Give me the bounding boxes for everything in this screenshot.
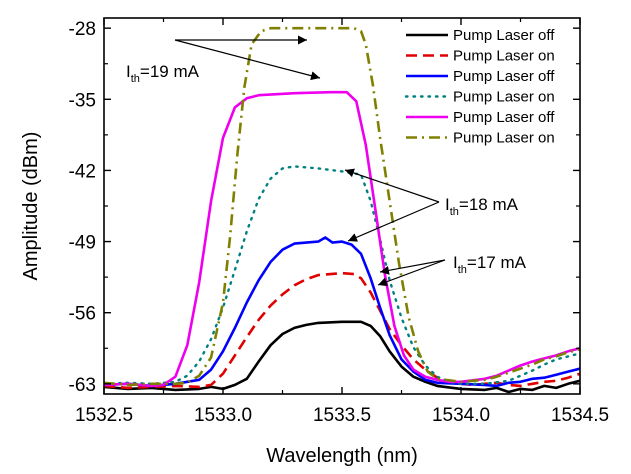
y-tick-label: -28 [69, 19, 96, 40]
svg-text:Ith=17 mA: Ith=17 mA [453, 253, 527, 276]
x-tick-label: 1534.5 [551, 405, 609, 426]
annotation-18ma-main: I [445, 195, 450, 214]
axis-ticks: 1532.5 1533.0 1533.5 1534.0 1534.5 -63 -56 -49 -… [69, 18, 609, 426]
series-line-3 [104, 236, 580, 388]
annotation-18ma-sub: th [450, 206, 459, 218]
legend-label-6: Pump Laser on [453, 130, 555, 147]
y-tick-label: -56 [69, 304, 96, 325]
legend-label-1: Pump Laser off [453, 27, 555, 44]
x-axis-title: Wavelength (nm) [266, 445, 418, 467]
y-axis-title: Amplitude (dBm) [20, 132, 42, 281]
annotation-18ma-arrow-1 [344, 168, 440, 203]
legend: Pump Laser off Pump Laser on Pump Laser of… [404, 27, 555, 147]
series-line-5 [104, 90, 580, 388]
y-tick-label: -49 [69, 233, 96, 254]
x-tick-label: 1533.0 [194, 405, 252, 426]
annotation-18ma: Ith=18 mA [344, 168, 519, 242]
svg-text:Ith=19 mA: Ith=19 mA [126, 62, 200, 85]
legend-label-2: Pump Laser on [453, 48, 555, 65]
annotation-17ma-arrow-2 [377, 259, 446, 287]
series-layer [104, 26, 580, 394]
series-line-6 [104, 26, 580, 387]
annotation-17ma-rest: =17 mA [467, 253, 527, 272]
svg-text:Ith=18 mA: Ith=18 mA [445, 195, 519, 218]
annotation-17ma-arrow-1 [379, 259, 446, 275]
annotation-19ma-rest: =19 mA [140, 62, 200, 81]
legend-label-5: Pump Laser off [453, 109, 555, 126]
series-line-2 [104, 271, 580, 390]
y-tick-label: -35 [69, 90, 96, 111]
y-tick-label: -42 [69, 161, 96, 182]
annotation-17ma-main: I [453, 253, 458, 272]
legend-label-3: Pump Laser off [453, 68, 555, 85]
annotation-17ma: Ith=17 mA [377, 253, 527, 287]
annotation-17ma-sub: th [458, 264, 467, 276]
y-tick-label: -63 [69, 375, 96, 396]
annotation-19ma: Ith=19 mA [126, 35, 321, 85]
annotation-18ma-rest: =18 mA [459, 195, 519, 214]
x-tick-label: 1534.0 [432, 405, 490, 426]
x-tick-label: 1533.5 [313, 405, 371, 426]
legend-label-4: Pump Laser on [453, 89, 555, 106]
annotation-19ma-arrow-2 [174, 39, 321, 81]
series-line-1 [104, 320, 580, 394]
annotation-19ma-sub: th [131, 73, 140, 85]
annotation-18ma-arrow-2 [347, 201, 440, 242]
annotation-19ma-main: I [126, 62, 131, 81]
x-tick-label: 1532.5 [75, 405, 133, 426]
